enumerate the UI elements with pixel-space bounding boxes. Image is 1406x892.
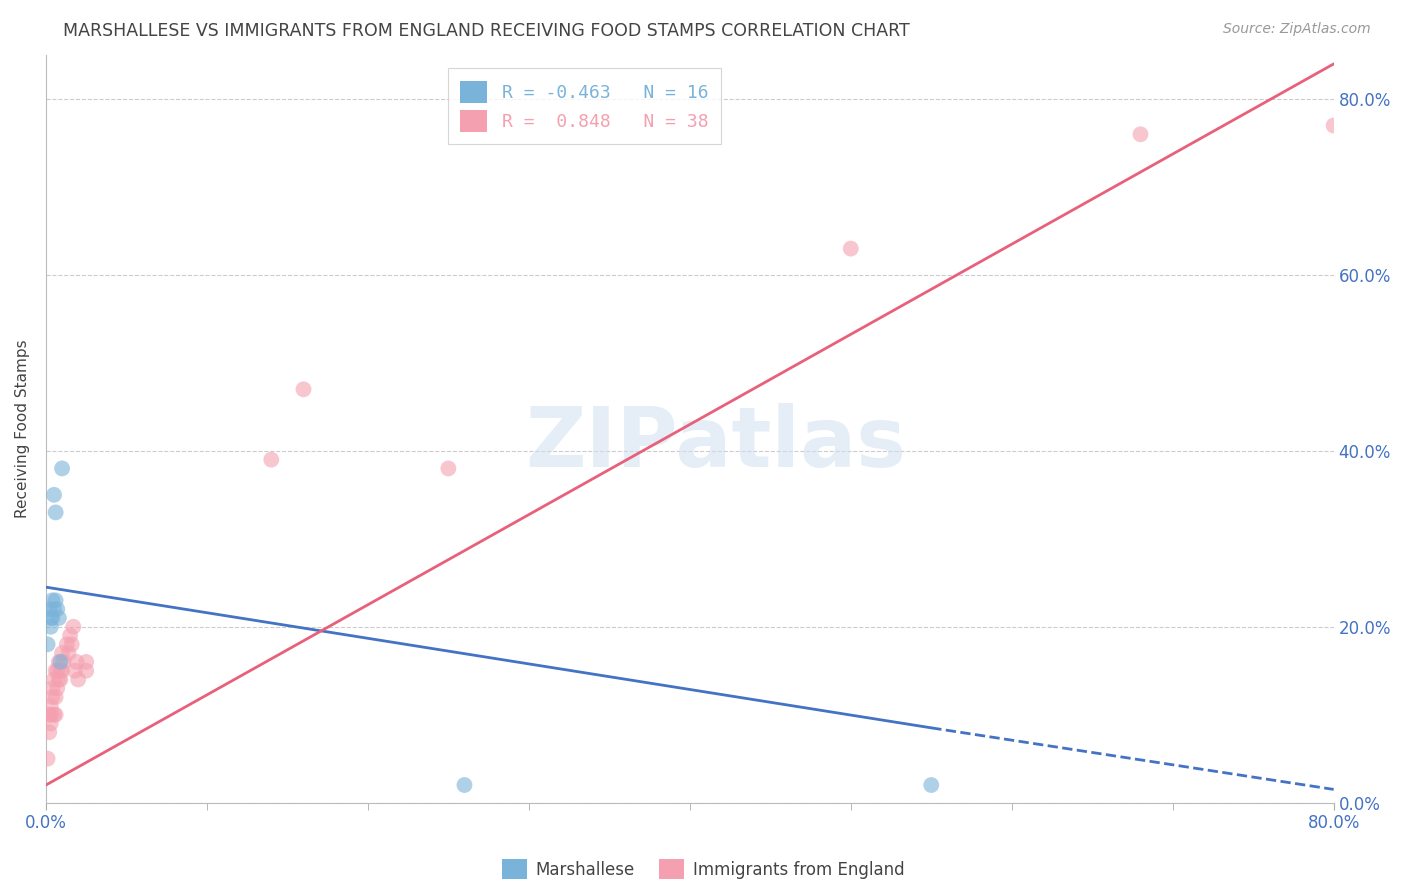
Point (48, 655, 70, 669)
Point (42, 673, 65, 687)
Point (453, 778, 475, 792)
Y-axis label: Receiving Food Stamps: Receiving Food Stamps (15, 340, 30, 518)
Point (920, 778, 942, 792)
Point (46, 681, 69, 696)
Point (46, 664, 69, 678)
Point (46, 602, 69, 616)
Point (37, 637, 59, 651)
Point (45, 593, 67, 607)
Point (67, 673, 90, 687)
Point (38, 602, 60, 616)
Point (41, 611, 63, 625)
Point (45, 707, 67, 722)
Point (42, 602, 65, 616)
Point (56, 637, 79, 651)
Point (45, 664, 67, 678)
Point (49, 655, 72, 669)
Point (45, 690, 67, 704)
Point (42, 707, 65, 722)
Text: MARSHALLESE VS IMMIGRANTS FROM ENGLAND RECEIVING FOOD STAMPS CORRELATION CHART: MARSHALLESE VS IMMIGRANTS FROM ENGLAND R… (63, 22, 910, 40)
Point (41, 593, 63, 607)
Point (39, 707, 62, 722)
Point (62, 620, 84, 634)
Point (45, 505, 67, 519)
Point (51, 646, 73, 660)
Point (48, 673, 70, 687)
Point (39, 698, 62, 713)
Point (39, 611, 62, 625)
Point (38, 707, 60, 722)
Point (39, 620, 62, 634)
Point (260, 452, 283, 467)
Point (75, 655, 97, 669)
Legend: R = -0.463   N = 16, R =  0.848   N = 38: R = -0.463 N = 16, R = 0.848 N = 38 (447, 68, 721, 145)
Text: ZIPatlas: ZIPatlas (524, 403, 905, 484)
Point (59, 628, 82, 642)
Point (42, 488, 65, 502)
Point (39, 716, 62, 731)
Point (60, 637, 83, 651)
Point (37, 751, 59, 765)
Point (48, 611, 70, 625)
Point (63, 664, 86, 678)
Point (58, 646, 80, 660)
Point (292, 382, 315, 396)
Legend: Marshallese, Immigrants from England: Marshallese, Immigrants from England (502, 859, 904, 880)
Point (49, 673, 72, 687)
Point (1129, 128, 1152, 142)
Point (38, 725, 60, 739)
Point (52, 655, 75, 669)
Point (41, 690, 63, 704)
Point (839, 242, 862, 256)
Point (75, 664, 97, 678)
Point (51, 664, 73, 678)
Text: Source: ZipAtlas.com: Source: ZipAtlas.com (1223, 22, 1371, 37)
Point (1323, 119, 1346, 133)
Point (41, 681, 63, 696)
Point (65, 655, 87, 669)
Point (51, 461, 73, 475)
Point (49, 664, 72, 678)
Point (437, 461, 460, 475)
